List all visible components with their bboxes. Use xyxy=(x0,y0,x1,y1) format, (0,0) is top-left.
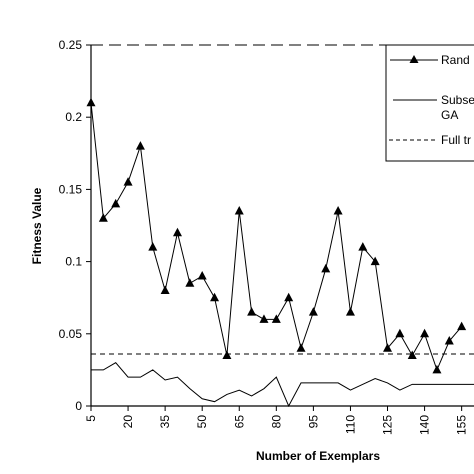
x-tick-label: 110 xyxy=(343,415,357,434)
x-tick-label: 125 xyxy=(381,415,395,435)
x-axis-ticks: 5 20 35 50 65 80 95 110 125 140 155 xyxy=(84,406,469,435)
y-axis-ticks: 0 0.05 0.1 0.15 0.2 0.25 xyxy=(59,38,91,413)
rand-point-marker xyxy=(432,364,442,374)
axes xyxy=(90,45,474,407)
rand-point-marker xyxy=(111,198,121,208)
rand-point-marker xyxy=(247,307,257,316)
legend-rand-marker xyxy=(409,55,419,63)
x-tick-label: 155 xyxy=(455,415,469,435)
x-tick-label: 80 xyxy=(269,415,283,429)
rand-point-marker xyxy=(135,141,145,150)
legend: Rand Subse GA Full tr xyxy=(385,44,474,162)
rand-point-marker xyxy=(160,285,170,294)
rand-point-marker xyxy=(284,292,294,302)
rand-point-marker xyxy=(185,278,195,287)
rand-point-marker xyxy=(457,321,467,331)
rand-point-marker xyxy=(358,242,368,251)
rand-point-marker xyxy=(123,177,133,186)
rand-point-marker xyxy=(172,227,182,237)
series-layer xyxy=(86,44,474,408)
legend-full-label: Full tr xyxy=(441,133,471,147)
rand-point-marker xyxy=(210,292,220,302)
legend-subset-label: Subse xyxy=(441,93,474,107)
legend-subset-label-line2: GA xyxy=(441,108,458,122)
x-tick-label: 5 xyxy=(84,415,98,422)
x-tick-label: 20 xyxy=(121,415,135,429)
series-line-1 xyxy=(91,362,474,408)
rand-point-marker xyxy=(222,350,232,359)
x-tick-label: 95 xyxy=(306,415,320,429)
rand-point-marker xyxy=(333,206,343,215)
y-tick-label: 0.1 xyxy=(65,255,82,269)
x-tick-label: 50 xyxy=(195,415,209,429)
x-axis-title: Number of Exemplars xyxy=(256,449,380,463)
y-tick-label: 0.15 xyxy=(59,182,83,196)
rand-point-marker xyxy=(259,314,269,323)
rand-point-marker xyxy=(271,314,281,323)
x-tick-label: 65 xyxy=(232,415,246,429)
y-tick-label: 0 xyxy=(75,399,82,413)
rand-point-marker xyxy=(98,213,108,222)
rand-point-marker xyxy=(407,350,417,359)
legend-rand-label: Rand xyxy=(441,53,470,67)
rand-point-marker xyxy=(444,336,454,345)
legend-box xyxy=(385,44,474,162)
rand-point-marker xyxy=(370,256,380,266)
y-tick-label: 0.25 xyxy=(59,38,83,52)
x-tick-label: 35 xyxy=(158,415,172,429)
rand-point-marker xyxy=(420,328,430,338)
rand-point-marker xyxy=(345,307,355,316)
rand-point-marker xyxy=(308,307,318,316)
rand-point-marker xyxy=(383,343,393,352)
rand-point-marker xyxy=(296,343,306,352)
y-axis-title: Fitness Value xyxy=(30,187,44,264)
rand-point-marker xyxy=(148,242,158,251)
rand-point-marker xyxy=(321,263,331,273)
y-tick-label: 0.2 xyxy=(65,110,82,124)
rand-point-marker xyxy=(234,206,244,215)
rand-point-marker xyxy=(197,271,207,280)
x-tick-label: 140 xyxy=(418,415,432,435)
y-tick-label: 0.05 xyxy=(59,327,83,341)
rand-point-marker xyxy=(395,328,405,338)
